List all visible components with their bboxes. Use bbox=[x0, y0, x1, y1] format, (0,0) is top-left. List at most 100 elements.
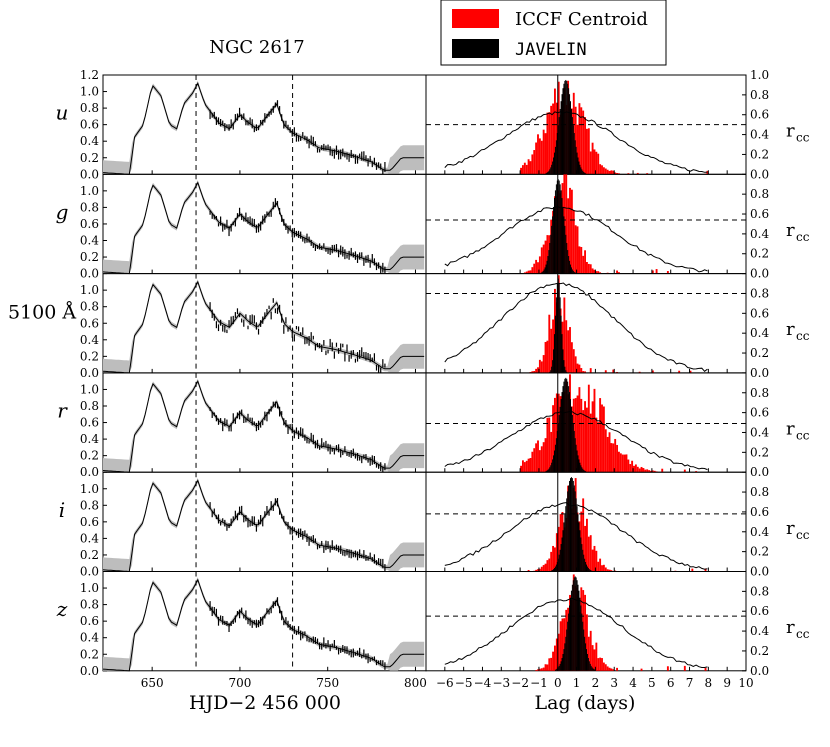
iccf-histogram-bar bbox=[538, 568, 541, 572]
left-y-tick-label: 0.0 bbox=[80, 167, 99, 181]
iccf-histogram-bar bbox=[638, 468, 641, 473]
javelin-histogram-bar bbox=[583, 171, 585, 175]
iccf-histogram-bar bbox=[612, 369, 615, 373]
javelin-histogram-bar bbox=[584, 636, 586, 671]
right-x-tick-label: −1 bbox=[530, 676, 548, 690]
javelin-histogram-bar bbox=[554, 146, 556, 175]
left-x-tick-label: 800 bbox=[404, 676, 427, 690]
iccf-histogram-bar bbox=[527, 458, 530, 473]
iccf-histogram-bar bbox=[531, 451, 534, 473]
left-y-tick-label: 0.8 bbox=[80, 300, 99, 314]
iccf-histogram-bar bbox=[616, 172, 618, 175]
javelin-histogram-bar bbox=[544, 267, 546, 274]
iccf-histogram-bar bbox=[582, 255, 585, 274]
javelin-histogram-bar bbox=[554, 568, 555, 572]
right-y-tick-label: 0.8 bbox=[750, 584, 769, 598]
iccf-histogram-bar bbox=[608, 170, 611, 175]
javelin-histogram-bar bbox=[545, 173, 547, 175]
iccf-histogram-bar bbox=[544, 664, 547, 671]
javelin-histogram-bar bbox=[560, 661, 562, 671]
iccf-histogram-bar bbox=[593, 545, 596, 572]
javelin-histogram-bar bbox=[570, 478, 571, 572]
iccf-histogram-bar bbox=[642, 468, 645, 473]
iccf-histogram-bar bbox=[640, 668, 643, 671]
iccf-histogram-bar bbox=[578, 387, 581, 473]
javelin-histogram-bar bbox=[555, 297, 557, 373]
iccf-histogram-bar bbox=[527, 569, 530, 572]
javelin-histogram-bar bbox=[550, 167, 552, 175]
iccf-histogram-bar bbox=[563, 618, 566, 671]
left-y-tick-label: 0.0 bbox=[80, 267, 99, 281]
legend-swatch-javelin bbox=[452, 39, 499, 58]
iccf-histogram-bar bbox=[535, 259, 538, 274]
iccf-histogram-bar bbox=[595, 271, 598, 274]
javelin-histogram-bar bbox=[549, 467, 551, 473]
javelin-histogram-bar bbox=[563, 649, 565, 671]
iccf-histogram-bar bbox=[565, 320, 568, 373]
band-label: z bbox=[56, 597, 68, 621]
javelin-histogram-bar bbox=[572, 580, 574, 671]
javelin-histogram-bar bbox=[593, 669, 595, 671]
model-line bbox=[102, 280, 425, 374]
rcc-curve bbox=[444, 205, 708, 273]
iccf-histogram-bar bbox=[599, 558, 602, 572]
javelin-histogram-bar bbox=[550, 234, 552, 274]
left-y-tick-label: 1.2 bbox=[80, 68, 99, 82]
model-line bbox=[102, 578, 425, 672]
iccf-histogram-bar bbox=[595, 417, 598, 473]
band-label: u bbox=[56, 101, 69, 125]
iccf-histogram-bar bbox=[527, 270, 530, 274]
javelin-histogram-bar bbox=[581, 613, 583, 671]
left-y-tick-label: 0.2 bbox=[80, 151, 99, 165]
left-y-tick-label: 0.6 bbox=[80, 614, 99, 628]
iccf-histogram-bar bbox=[612, 170, 615, 175]
right-x-tick-label: 5 bbox=[648, 676, 656, 690]
iccf-histogram-bar bbox=[597, 422, 600, 473]
javelin-histogram-bar bbox=[546, 172, 548, 175]
javelin-histogram-bar bbox=[570, 264, 571, 274]
javelin-histogram-bar bbox=[574, 491, 576, 572]
iccf-histogram-bar bbox=[570, 342, 573, 373]
javelin-histogram-bar bbox=[575, 444, 577, 473]
iccf-histogram-bar bbox=[550, 657, 553, 671]
right-x-tick-label: −4 bbox=[474, 676, 492, 690]
javelin-histogram-bar bbox=[563, 381, 565, 473]
iccf-histogram-bar bbox=[540, 446, 543, 473]
javelin-histogram-bar bbox=[554, 669, 556, 671]
right-x-tick-label: 10 bbox=[738, 676, 753, 690]
javelin-histogram-bar bbox=[588, 661, 590, 671]
javelin-histogram-bar bbox=[563, 216, 565, 274]
javelin-histogram-bar bbox=[553, 455, 555, 473]
iccf-histogram-bar bbox=[651, 470, 654, 473]
iccf-histogram-bar bbox=[586, 128, 588, 175]
iccf-histogram-bar bbox=[593, 649, 596, 671]
javelin-histogram-bar bbox=[589, 663, 591, 671]
right-x-tick-label: 2 bbox=[592, 676, 600, 690]
left-y-tick-label: 0.2 bbox=[80, 449, 99, 463]
iccf-histogram-bar bbox=[522, 165, 524, 175]
iccf-histogram-bar bbox=[589, 413, 592, 473]
iccf-histogram-bar bbox=[552, 103, 554, 175]
iccf-histogram-bar bbox=[610, 170, 613, 175]
left-x-tick-label: 650 bbox=[141, 676, 164, 690]
right-y-tick-label: 0.6 bbox=[750, 306, 769, 320]
right-x-tick-label: 1 bbox=[573, 676, 581, 690]
iccf-histogram-bar bbox=[572, 349, 575, 373]
javelin-histogram-bar bbox=[577, 455, 579, 473]
javelin-histogram-bar bbox=[554, 444, 556, 473]
iccf-histogram-bar bbox=[542, 355, 545, 373]
iccf-histogram-bar bbox=[587, 636, 590, 671]
iccf-histogram-bar bbox=[548, 658, 551, 671]
javelin-histogram-bar bbox=[579, 597, 581, 671]
rcc-axis-label: r bbox=[786, 518, 795, 539]
iccf-histogram-bar bbox=[666, 271, 669, 274]
iccf-histogram-bar bbox=[567, 330, 570, 373]
iccf-histogram-bar bbox=[540, 361, 543, 373]
iccf-histogram-bar bbox=[555, 393, 558, 473]
iccf-histogram-bar bbox=[646, 173, 649, 175]
javelin-histogram-bar bbox=[584, 558, 586, 572]
iccf-histogram-bar bbox=[533, 448, 536, 473]
javelin-histogram-bar bbox=[574, 576, 576, 671]
right-y-tick-label: 0.2 bbox=[750, 445, 769, 459]
javelin-histogram-bar bbox=[576, 506, 578, 572]
